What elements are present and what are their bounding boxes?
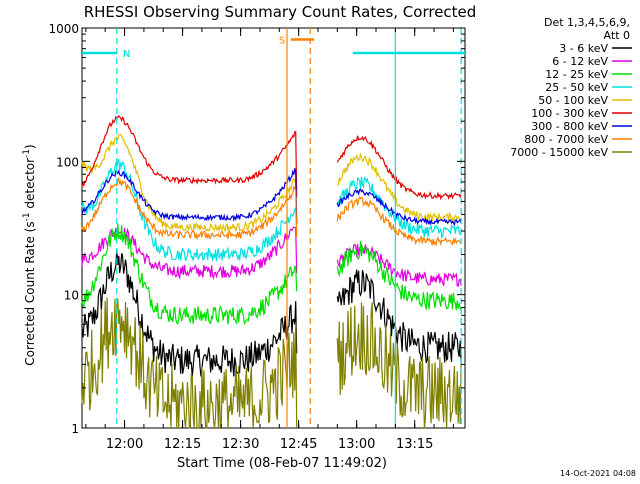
y-axis-label-close: ) [23,144,37,149]
chart-title: RHESSI Observing Summary Count Rates, Co… [84,3,477,21]
legend-label-3: 25 - 50 keV [545,81,608,94]
legend-label-8: 7000 - 15000 keV [510,146,608,159]
axis-layer: 1 10 100 1000 12:00 12:15 12:30 12:45 13:00 13:15 [48,22,465,452]
x-axis-label: Start Time (08-Feb-07 11:49:02) [177,456,387,471]
series-line-6 [336,188,462,227]
series-line-8 [81,297,298,430]
series-line-7 [336,196,462,247]
y-tick-label: 100 [56,155,79,169]
series-line-5 [336,135,462,201]
marker-label-1: N [123,49,130,60]
y-tick-label: 1000 [48,22,79,36]
legend-header-line2: Att 0 [604,29,630,42]
series-line-7 [81,176,298,241]
legend-label-1: 6 - 12 keV [552,55,608,68]
series-line-3 [81,158,298,262]
y-axis-label-main: Corrected Count Rate (s [23,221,37,365]
footer-timestamp: 14-Oct-2021 04:08 [560,469,636,478]
y-axis-label: Corrected Count Rate (s-1 detector-1) [22,144,37,365]
y-axis-label-sup: -1 [22,212,32,221]
series-line-8 [336,302,462,429]
x-tick-label: 12:30 [222,437,259,452]
legend-label-7: 800 - 7000 keV [524,133,608,146]
x-tick-label: 13:00 [338,437,375,452]
series-line-0 [336,269,462,364]
x-tick-label: 13:15 [396,437,433,452]
legend-label-2: 12 - 25 keV [545,68,608,81]
series-line-6 [81,168,298,224]
series-line-4 [337,153,462,223]
series-line-1 [336,243,462,287]
legend-label-4: 50 - 100 keV [538,94,608,107]
y-axis-label-sup2: -1 [22,149,32,158]
series-line-1 [81,226,298,280]
x-tick-label: 12:45 [280,437,317,452]
x-tick-label: 12:15 [164,437,201,452]
y-tick-label: 10 [64,289,79,303]
series-line-2 [81,223,298,326]
y-axis-label-tail: detector [23,158,37,213]
legend-label-5: 100 - 300 keV [531,107,608,120]
y-tick-label: 1 [71,422,79,436]
svg-text:Corrected Count Rate (s-1 dete: Corrected Count Rate (s-1 detector-1) [22,144,37,365]
series-layer [81,114,462,430]
series-line-2 [336,241,462,311]
marker-label-2: S [279,35,285,46]
series-line-5 [81,114,298,197]
x-tick-label: 12:00 [106,437,143,452]
legend-label-0: 3 - 6 keV [559,42,608,55]
legend-label-6: 300 - 800 keV [531,120,608,133]
series-line-3 [336,176,462,240]
series-line-4 [81,133,298,234]
marker-label-0: N [123,49,130,60]
marker-layer: NNS [82,28,465,428]
series-line-0 [81,249,298,377]
legend-header-line1: Det 1,3,4,5,6,9, [544,16,630,29]
